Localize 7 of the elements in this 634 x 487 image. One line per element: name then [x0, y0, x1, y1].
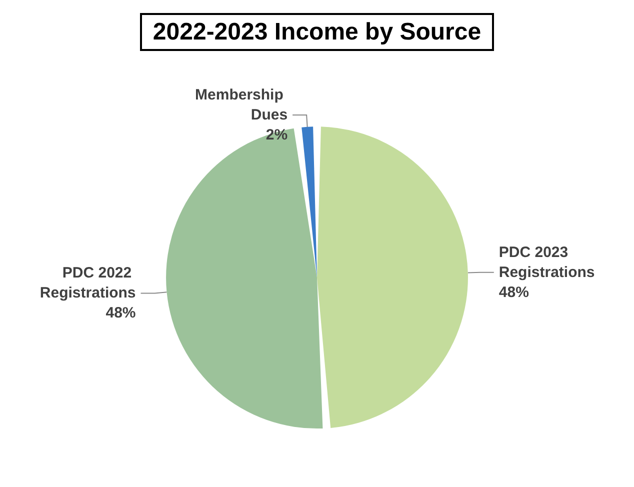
slice-label: Membership Dues: [195, 86, 288, 124]
data-label: 2%: [266, 126, 288, 144]
slice-label: PDC 2022 Registrations: [40, 264, 136, 302]
chart-title: 2022-2023 Income by Source: [152, 18, 482, 46]
data-label: 48%: [498, 284, 529, 301]
slice-label: PDC 2023 Registrations: [498, 244, 595, 281]
data-label: 48%: [106, 304, 136, 322]
